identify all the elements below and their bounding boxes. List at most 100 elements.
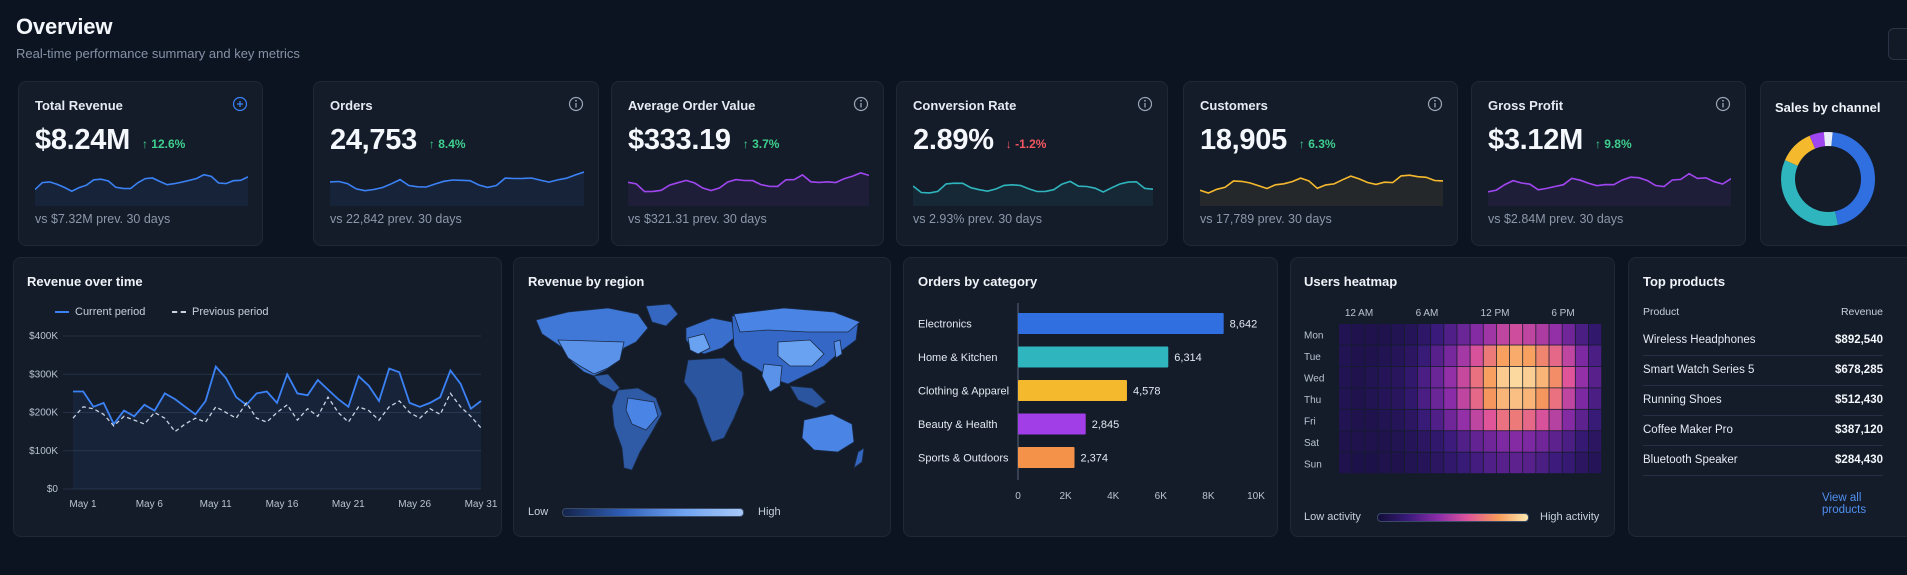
- plus-circle-icon[interactable]: [232, 96, 248, 112]
- heatmap-cell[interactable]: [1391, 324, 1404, 345]
- heatmap-cell[interactable]: [1431, 324, 1444, 345]
- heatmap-cell[interactable]: [1417, 452, 1431, 474]
- heatmap-cell[interactable]: [1378, 431, 1391, 452]
- heatmap-cell[interactable]: [1391, 452, 1404, 474]
- heatmap-cell[interactable]: [1523, 366, 1536, 388]
- heatmap-cell[interactable]: [1549, 324, 1562, 345]
- heatmap-cell[interactable]: [1431, 409, 1444, 431]
- heatmap-cell[interactable]: [1588, 345, 1602, 367]
- heatmap-cell[interactable]: [1365, 409, 1378, 431]
- donut-slice[interactable]: [1781, 160, 1838, 226]
- heatmap-cell[interactable]: [1444, 431, 1457, 452]
- heatmap-cell[interactable]: [1378, 452, 1391, 474]
- heatmap-cell[interactable]: [1470, 366, 1483, 388]
- heatmap-cell[interactable]: [1523, 324, 1536, 345]
- heatmap-cell[interactable]: [1417, 345, 1431, 367]
- product-row[interactable]: Coffee Maker Pro $387,120: [1643, 416, 1883, 446]
- heatmap-cell[interactable]: [1365, 345, 1378, 367]
- heatmap-cell[interactable]: [1391, 409, 1404, 431]
- heatmap-cell[interactable]: [1523, 452, 1536, 474]
- heatmap-cell[interactable]: [1575, 388, 1589, 409]
- heatmap-cell[interactable]: [1417, 409, 1431, 431]
- heatmap-cell[interactable]: [1352, 409, 1365, 431]
- heatmap-cell[interactable]: [1431, 388, 1444, 409]
- heatmap-cell[interactable]: [1523, 431, 1536, 452]
- header-action-button[interactable]: L: [1888, 28, 1907, 60]
- heatmap-cell[interactable]: [1339, 431, 1352, 452]
- heatmap-cell[interactable]: [1562, 345, 1575, 367]
- heatmap-cell[interactable]: [1483, 345, 1496, 367]
- heatmap-cell[interactable]: [1391, 366, 1404, 388]
- heatmap-cell[interactable]: [1549, 345, 1562, 367]
- heatmap-cell[interactable]: [1509, 409, 1523, 431]
- heatmap-cell[interactable]: [1339, 409, 1352, 431]
- heatmap-cell[interactable]: [1444, 324, 1457, 345]
- product-row[interactable]: Smart Watch Series 5 $678,285: [1643, 356, 1883, 386]
- heatmap-cell[interactable]: [1483, 366, 1496, 388]
- heatmap-cell[interactable]: [1378, 388, 1391, 409]
- heatmap-cell[interactable]: [1444, 452, 1457, 474]
- heatmap-cell[interactable]: [1365, 366, 1378, 388]
- heatmap-cell[interactable]: [1588, 431, 1602, 452]
- category-bar[interactable]: [1018, 346, 1169, 368]
- heatmap-cell[interactable]: [1470, 388, 1483, 409]
- info-icon[interactable]: [1137, 96, 1153, 112]
- donut-slice[interactable]: [1809, 132, 1826, 149]
- heatmap-cell[interactable]: [1339, 366, 1352, 388]
- heatmap-cell[interactable]: [1509, 366, 1523, 388]
- heatmap-cell[interactable]: [1562, 366, 1575, 388]
- heatmap-cell[interactable]: [1457, 409, 1470, 431]
- heatmap-cell[interactable]: [1457, 431, 1470, 452]
- donut-slice[interactable]: [1830, 132, 1875, 225]
- heatmap-cell[interactable]: [1509, 324, 1523, 345]
- heatmap-cell[interactable]: [1536, 345, 1549, 367]
- heatmap-cell[interactable]: [1536, 388, 1549, 409]
- heatmap-cell[interactable]: [1339, 452, 1352, 474]
- heatmap-cell[interactable]: [1417, 324, 1431, 345]
- heatmap-cell[interactable]: [1404, 345, 1418, 367]
- heatmap-cell[interactable]: [1431, 366, 1444, 388]
- heatmap-cell[interactable]: [1431, 452, 1444, 474]
- heatmap-cell[interactable]: [1378, 345, 1391, 367]
- heatmap-cell[interactable]: [1352, 324, 1365, 345]
- heatmap-cell[interactable]: [1365, 388, 1378, 409]
- heatmap-cell[interactable]: [1339, 388, 1352, 409]
- heatmap-cell[interactable]: [1588, 388, 1602, 409]
- heatmap-cell[interactable]: [1496, 388, 1510, 409]
- heatmap-cell[interactable]: [1404, 388, 1418, 409]
- heatmap-cell[interactable]: [1575, 324, 1589, 345]
- heatmap-cell[interactable]: [1509, 452, 1523, 474]
- heatmap-cell[interactable]: [1575, 409, 1589, 431]
- heatmap-cell[interactable]: [1483, 452, 1496, 474]
- heatmap-cell[interactable]: [1483, 431, 1496, 452]
- heatmap-cell[interactable]: [1523, 388, 1536, 409]
- heatmap-cell[interactable]: [1523, 409, 1536, 431]
- heatmap-cell[interactable]: [1417, 366, 1431, 388]
- heatmap-cell[interactable]: [1391, 388, 1404, 409]
- heatmap-cell[interactable]: [1562, 388, 1575, 409]
- heatmap-cell[interactable]: [1365, 324, 1378, 345]
- heatmap-cell[interactable]: [1588, 452, 1602, 474]
- heatmap-cell[interactable]: [1562, 409, 1575, 431]
- heatmap-cell[interactable]: [1470, 324, 1483, 345]
- category-bar[interactable]: [1018, 447, 1075, 468]
- heatmap-cell[interactable]: [1391, 431, 1404, 452]
- heatmap-cell[interactable]: [1378, 366, 1391, 388]
- heatmap-cell[interactable]: [1483, 324, 1496, 345]
- view-all-products-link[interactable]: View all products: [1822, 492, 1867, 516]
- heatmap-cell[interactable]: [1562, 324, 1575, 345]
- heatmap-cell[interactable]: [1444, 345, 1457, 367]
- heatmap-cell[interactable]: [1404, 366, 1418, 388]
- heatmap-cell[interactable]: [1483, 409, 1496, 431]
- heatmap-cell[interactable]: [1470, 345, 1483, 367]
- heatmap-cell[interactable]: [1365, 431, 1378, 452]
- heatmap-cell[interactable]: [1404, 452, 1418, 474]
- heatmap-cell[interactable]: [1575, 431, 1589, 452]
- heatmap-cell[interactable]: [1417, 388, 1431, 409]
- heatmap-cell[interactable]: [1457, 452, 1470, 474]
- heatmap-cell[interactable]: [1509, 431, 1523, 452]
- heatmap-cell[interactable]: [1536, 431, 1549, 452]
- heatmap-cell[interactable]: [1444, 409, 1457, 431]
- heatmap-cell[interactable]: [1457, 388, 1470, 409]
- heatmap-cell[interactable]: [1470, 452, 1483, 474]
